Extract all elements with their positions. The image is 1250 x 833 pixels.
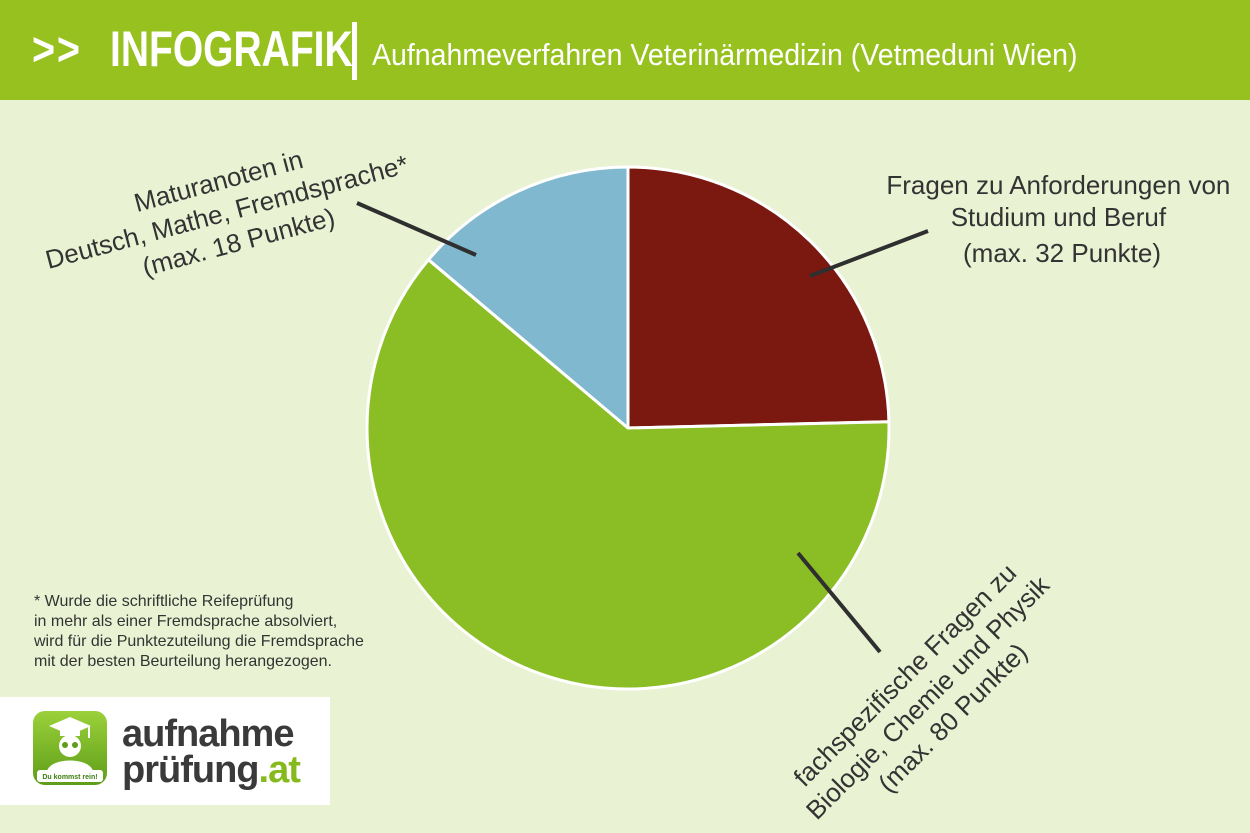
leader-line (796, 551, 882, 654)
slice-fachspezifisch (365, 258, 891, 691)
logo-word-aufnahme: aufnahme (122, 713, 294, 755)
slice-label-maturanoten: Maturanoten in Deutsch, Mathe, Fremdspra… (34, 116, 427, 306)
slice-label-anforderungen: Fragen zu Anforderungen von Studium und … (886, 170, 1237, 268)
leader-line (809, 229, 929, 278)
slice-maturanoten (427, 165, 630, 430)
slice-label-line: Studium und Beruf (951, 202, 1167, 232)
slice-label-line: Biologie, Chemie und Physik (800, 569, 1056, 825)
header-divider (352, 22, 357, 80)
logo[interactable]: Du kommst rein! aufnahme prüfung.at (0, 697, 330, 805)
graduate-mascot-icon: Du kommst rein! (33, 711, 107, 785)
slice-label-line: (max. 32 Punkte) (963, 238, 1161, 268)
page-title: INFOGRAFIK (110, 21, 353, 77)
slice-label-line: Fragen zu Anforderungen von (886, 170, 1230, 200)
logo-word-pruefung-text: prüfung (122, 749, 260, 791)
leader-line (356, 201, 477, 257)
pie-slices (365, 165, 891, 691)
slice-anforderungen (626, 165, 891, 430)
header-arrows: >> (32, 23, 82, 75)
logo-badge-text: Du kommst rein! (42, 774, 97, 781)
logo-domain-suffix: .at (258, 749, 301, 791)
header-bar: >> INFOGRAFIK Aufnahmeverfahren Veterinä… (0, 0, 1250, 100)
footnote: * Wurde die schriftliche Reifeprüfung in… (34, 593, 364, 670)
logo-word-pruefung: prüfung.at (122, 749, 301, 792)
page-subtitle: Aufnahmeverfahren Veterinärmedizin (Vetm… (372, 37, 1078, 72)
leader-lines (356, 201, 929, 654)
